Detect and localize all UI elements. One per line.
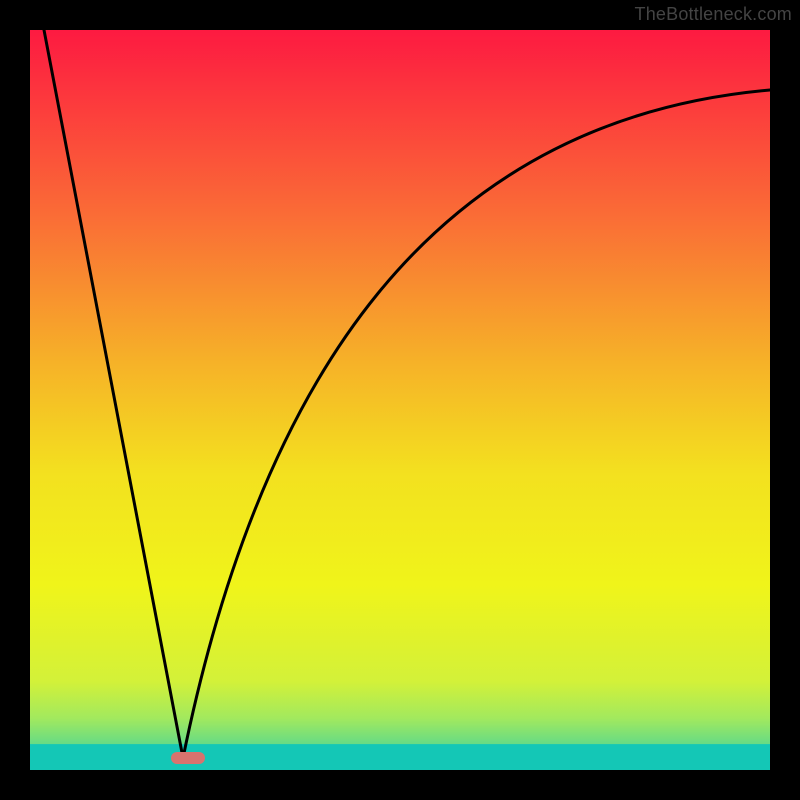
chart-container: TheBottleneck.com — [0, 0, 800, 800]
ground-band — [30, 744, 770, 770]
watermark-text: TheBottleneck.com — [635, 4, 792, 25]
chart-svg — [30, 30, 770, 770]
optimal-point-marker — [171, 752, 205, 764]
gradient-background — [30, 30, 770, 770]
plot-area — [30, 30, 770, 770]
